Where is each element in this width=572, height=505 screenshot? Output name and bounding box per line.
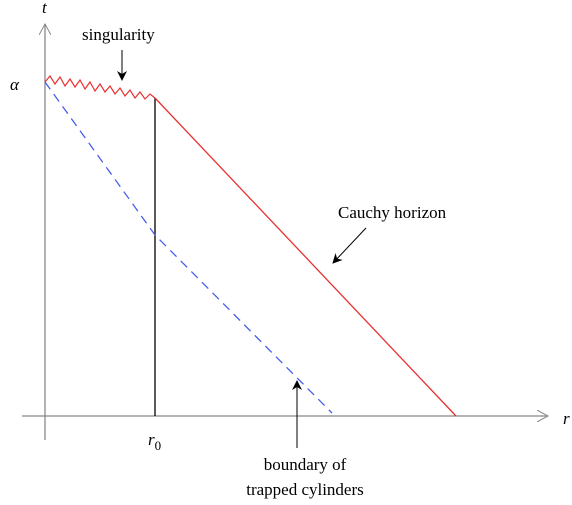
cauchy-label: Cauchy horizon <box>338 203 447 222</box>
boundary-label-2: trapped cylinders <box>246 480 364 499</box>
cauchy-arrow <box>332 227 367 264</box>
r0-sub: 0 <box>155 438 162 453</box>
r0-label: r0 <box>148 430 161 453</box>
r0-base: r <box>148 430 155 449</box>
singularity-label: singularity <box>82 25 155 44</box>
r-label: r <box>563 409 570 428</box>
cauchy-horizon <box>154 97 457 417</box>
singularity-curve <box>44 74 156 100</box>
t-label: t <box>42 0 48 17</box>
trapped-boundary <box>44 81 333 414</box>
alpha-label: α <box>10 75 20 94</box>
boundary-label-1: boundary of <box>264 455 347 474</box>
